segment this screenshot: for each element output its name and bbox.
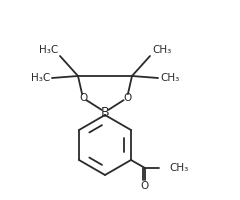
Text: O: O bbox=[79, 93, 87, 103]
Text: CH₃: CH₃ bbox=[152, 45, 171, 55]
Text: B: B bbox=[101, 106, 109, 118]
Text: H₃C: H₃C bbox=[39, 45, 58, 55]
Text: CH₃: CH₃ bbox=[160, 73, 179, 83]
Text: O: O bbox=[141, 181, 149, 191]
Text: O: O bbox=[123, 93, 131, 103]
Text: CH₃: CH₃ bbox=[169, 163, 188, 173]
Text: H₃C: H₃C bbox=[31, 73, 50, 83]
